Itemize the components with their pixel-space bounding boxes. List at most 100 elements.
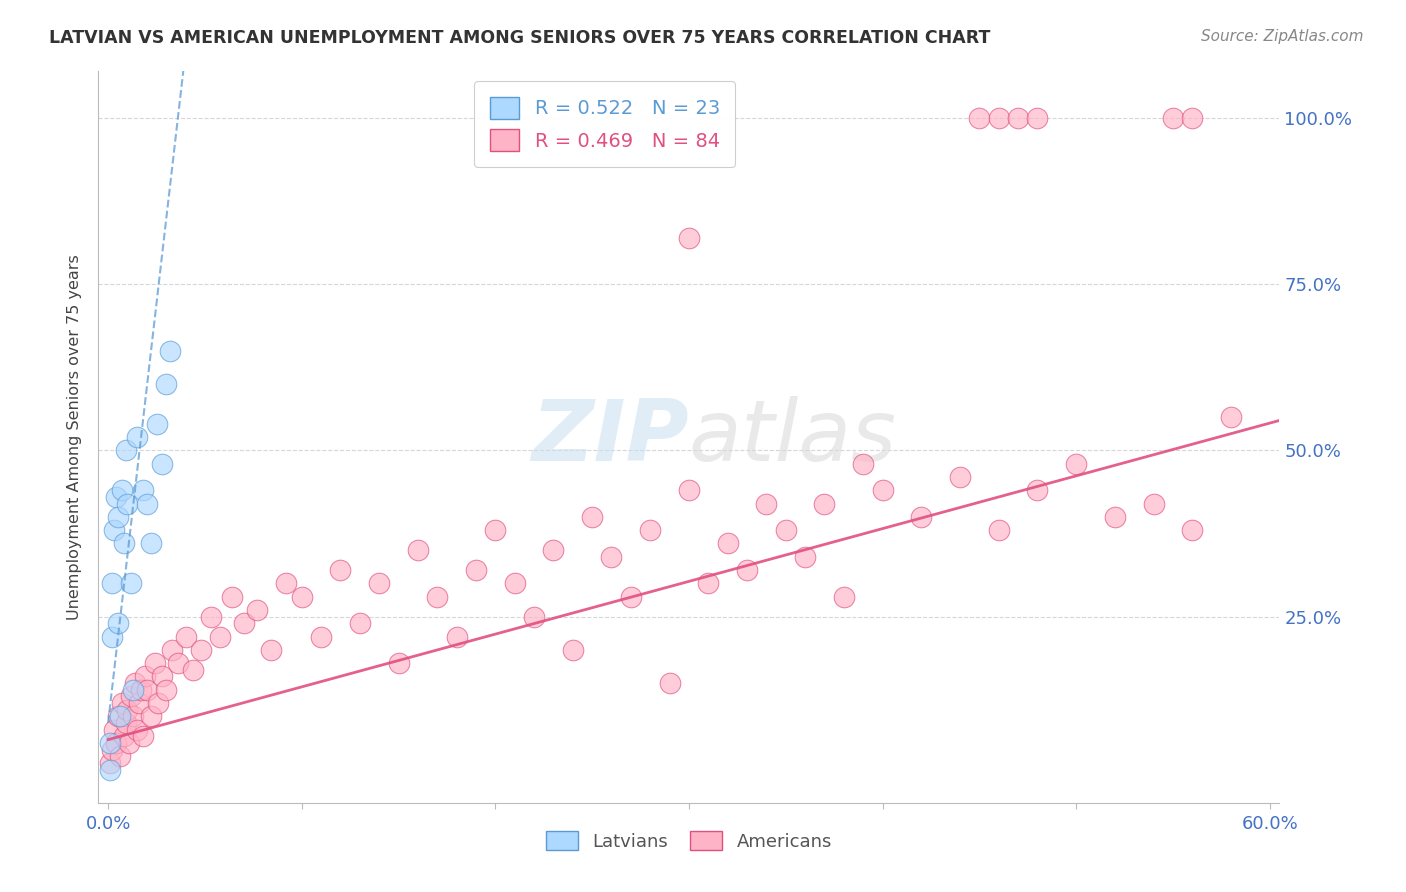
Point bbox=[1064, 457, 1087, 471]
Point bbox=[426, 590, 449, 604]
Point bbox=[561, 643, 583, 657]
Point bbox=[1142, 497, 1164, 511]
Point bbox=[159, 343, 181, 358]
Point bbox=[150, 457, 173, 471]
Point bbox=[872, 483, 894, 498]
Point bbox=[543, 543, 565, 558]
Point bbox=[160, 643, 183, 657]
Point bbox=[852, 457, 875, 471]
Point bbox=[127, 723, 149, 737]
Point bbox=[620, 590, 643, 604]
Point bbox=[1026, 111, 1049, 125]
Point bbox=[124, 676, 146, 690]
Point bbox=[135, 682, 157, 697]
Point bbox=[697, 576, 720, 591]
Point bbox=[108, 749, 131, 764]
Point bbox=[581, 509, 603, 524]
Point bbox=[1007, 111, 1029, 125]
Point bbox=[104, 736, 127, 750]
Point bbox=[114, 716, 136, 731]
Point bbox=[139, 709, 162, 723]
Point bbox=[406, 543, 429, 558]
Point bbox=[103, 723, 125, 737]
Point bbox=[987, 523, 1010, 537]
Point bbox=[1181, 523, 1204, 537]
Point bbox=[1220, 410, 1243, 425]
Point bbox=[678, 483, 700, 498]
Point bbox=[523, 609, 546, 624]
Point bbox=[221, 590, 243, 604]
Point bbox=[309, 630, 332, 644]
Point bbox=[148, 696, 170, 710]
Point bbox=[775, 523, 797, 537]
Point bbox=[246, 603, 269, 617]
Point bbox=[181, 663, 204, 677]
Text: LATVIAN VS AMERICAN UNEMPLOYMENT AMONG SENIORS OVER 75 YEARS CORRELATION CHART: LATVIAN VS AMERICAN UNEMPLOYMENT AMONG S… bbox=[49, 29, 991, 46]
Point bbox=[145, 417, 167, 431]
Point bbox=[200, 609, 222, 624]
Point bbox=[155, 376, 177, 391]
Point bbox=[117, 703, 139, 717]
Point bbox=[174, 630, 197, 644]
Point bbox=[329, 563, 352, 577]
Point bbox=[127, 430, 149, 444]
Y-axis label: Unemployment Among Seniors over 75 years: Unemployment Among Seniors over 75 years bbox=[67, 254, 83, 620]
Point bbox=[1104, 509, 1126, 524]
Point bbox=[387, 656, 409, 670]
Point bbox=[949, 470, 972, 484]
Point bbox=[190, 643, 212, 657]
Point bbox=[658, 676, 681, 690]
Point bbox=[122, 682, 145, 697]
Point bbox=[114, 443, 136, 458]
Point bbox=[446, 630, 468, 644]
Point bbox=[813, 497, 835, 511]
Point bbox=[755, 497, 778, 511]
Point bbox=[794, 549, 817, 564]
Point bbox=[600, 549, 623, 564]
Point bbox=[232, 616, 254, 631]
Point bbox=[910, 509, 932, 524]
Point bbox=[987, 111, 1010, 125]
Point bbox=[101, 742, 124, 756]
Point bbox=[112, 536, 135, 550]
Point bbox=[484, 523, 506, 537]
Point bbox=[166, 656, 188, 670]
Point bbox=[135, 497, 157, 511]
Point bbox=[134, 669, 156, 683]
Point bbox=[260, 643, 283, 657]
Point bbox=[1026, 483, 1049, 498]
Point bbox=[503, 576, 526, 591]
Point bbox=[832, 590, 855, 604]
Point bbox=[291, 590, 314, 604]
Point bbox=[98, 756, 121, 770]
Point bbox=[111, 696, 134, 710]
Point bbox=[368, 576, 391, 591]
Legend: Latvians, Americans: Latvians, Americans bbox=[537, 822, 841, 860]
Text: ZIP: ZIP bbox=[531, 395, 689, 479]
Point bbox=[1181, 111, 1204, 125]
Point bbox=[209, 630, 232, 644]
Point bbox=[122, 709, 145, 723]
Text: Source: ZipAtlas.com: Source: ZipAtlas.com bbox=[1201, 29, 1364, 44]
Point bbox=[120, 576, 142, 591]
Point bbox=[101, 630, 124, 644]
Point bbox=[118, 736, 141, 750]
Point bbox=[128, 696, 150, 710]
Point bbox=[101, 576, 124, 591]
Point bbox=[107, 709, 129, 723]
Point bbox=[969, 111, 991, 125]
Point bbox=[143, 656, 166, 670]
Text: atlas: atlas bbox=[689, 395, 897, 479]
Point bbox=[155, 682, 177, 697]
Point bbox=[103, 523, 125, 537]
Point bbox=[349, 616, 371, 631]
Point bbox=[678, 230, 700, 244]
Point bbox=[111, 483, 134, 498]
Point bbox=[638, 523, 661, 537]
Point bbox=[104, 490, 127, 504]
Point bbox=[107, 616, 129, 631]
Point bbox=[112, 729, 135, 743]
Point bbox=[132, 483, 155, 498]
Point bbox=[717, 536, 740, 550]
Point bbox=[139, 536, 162, 550]
